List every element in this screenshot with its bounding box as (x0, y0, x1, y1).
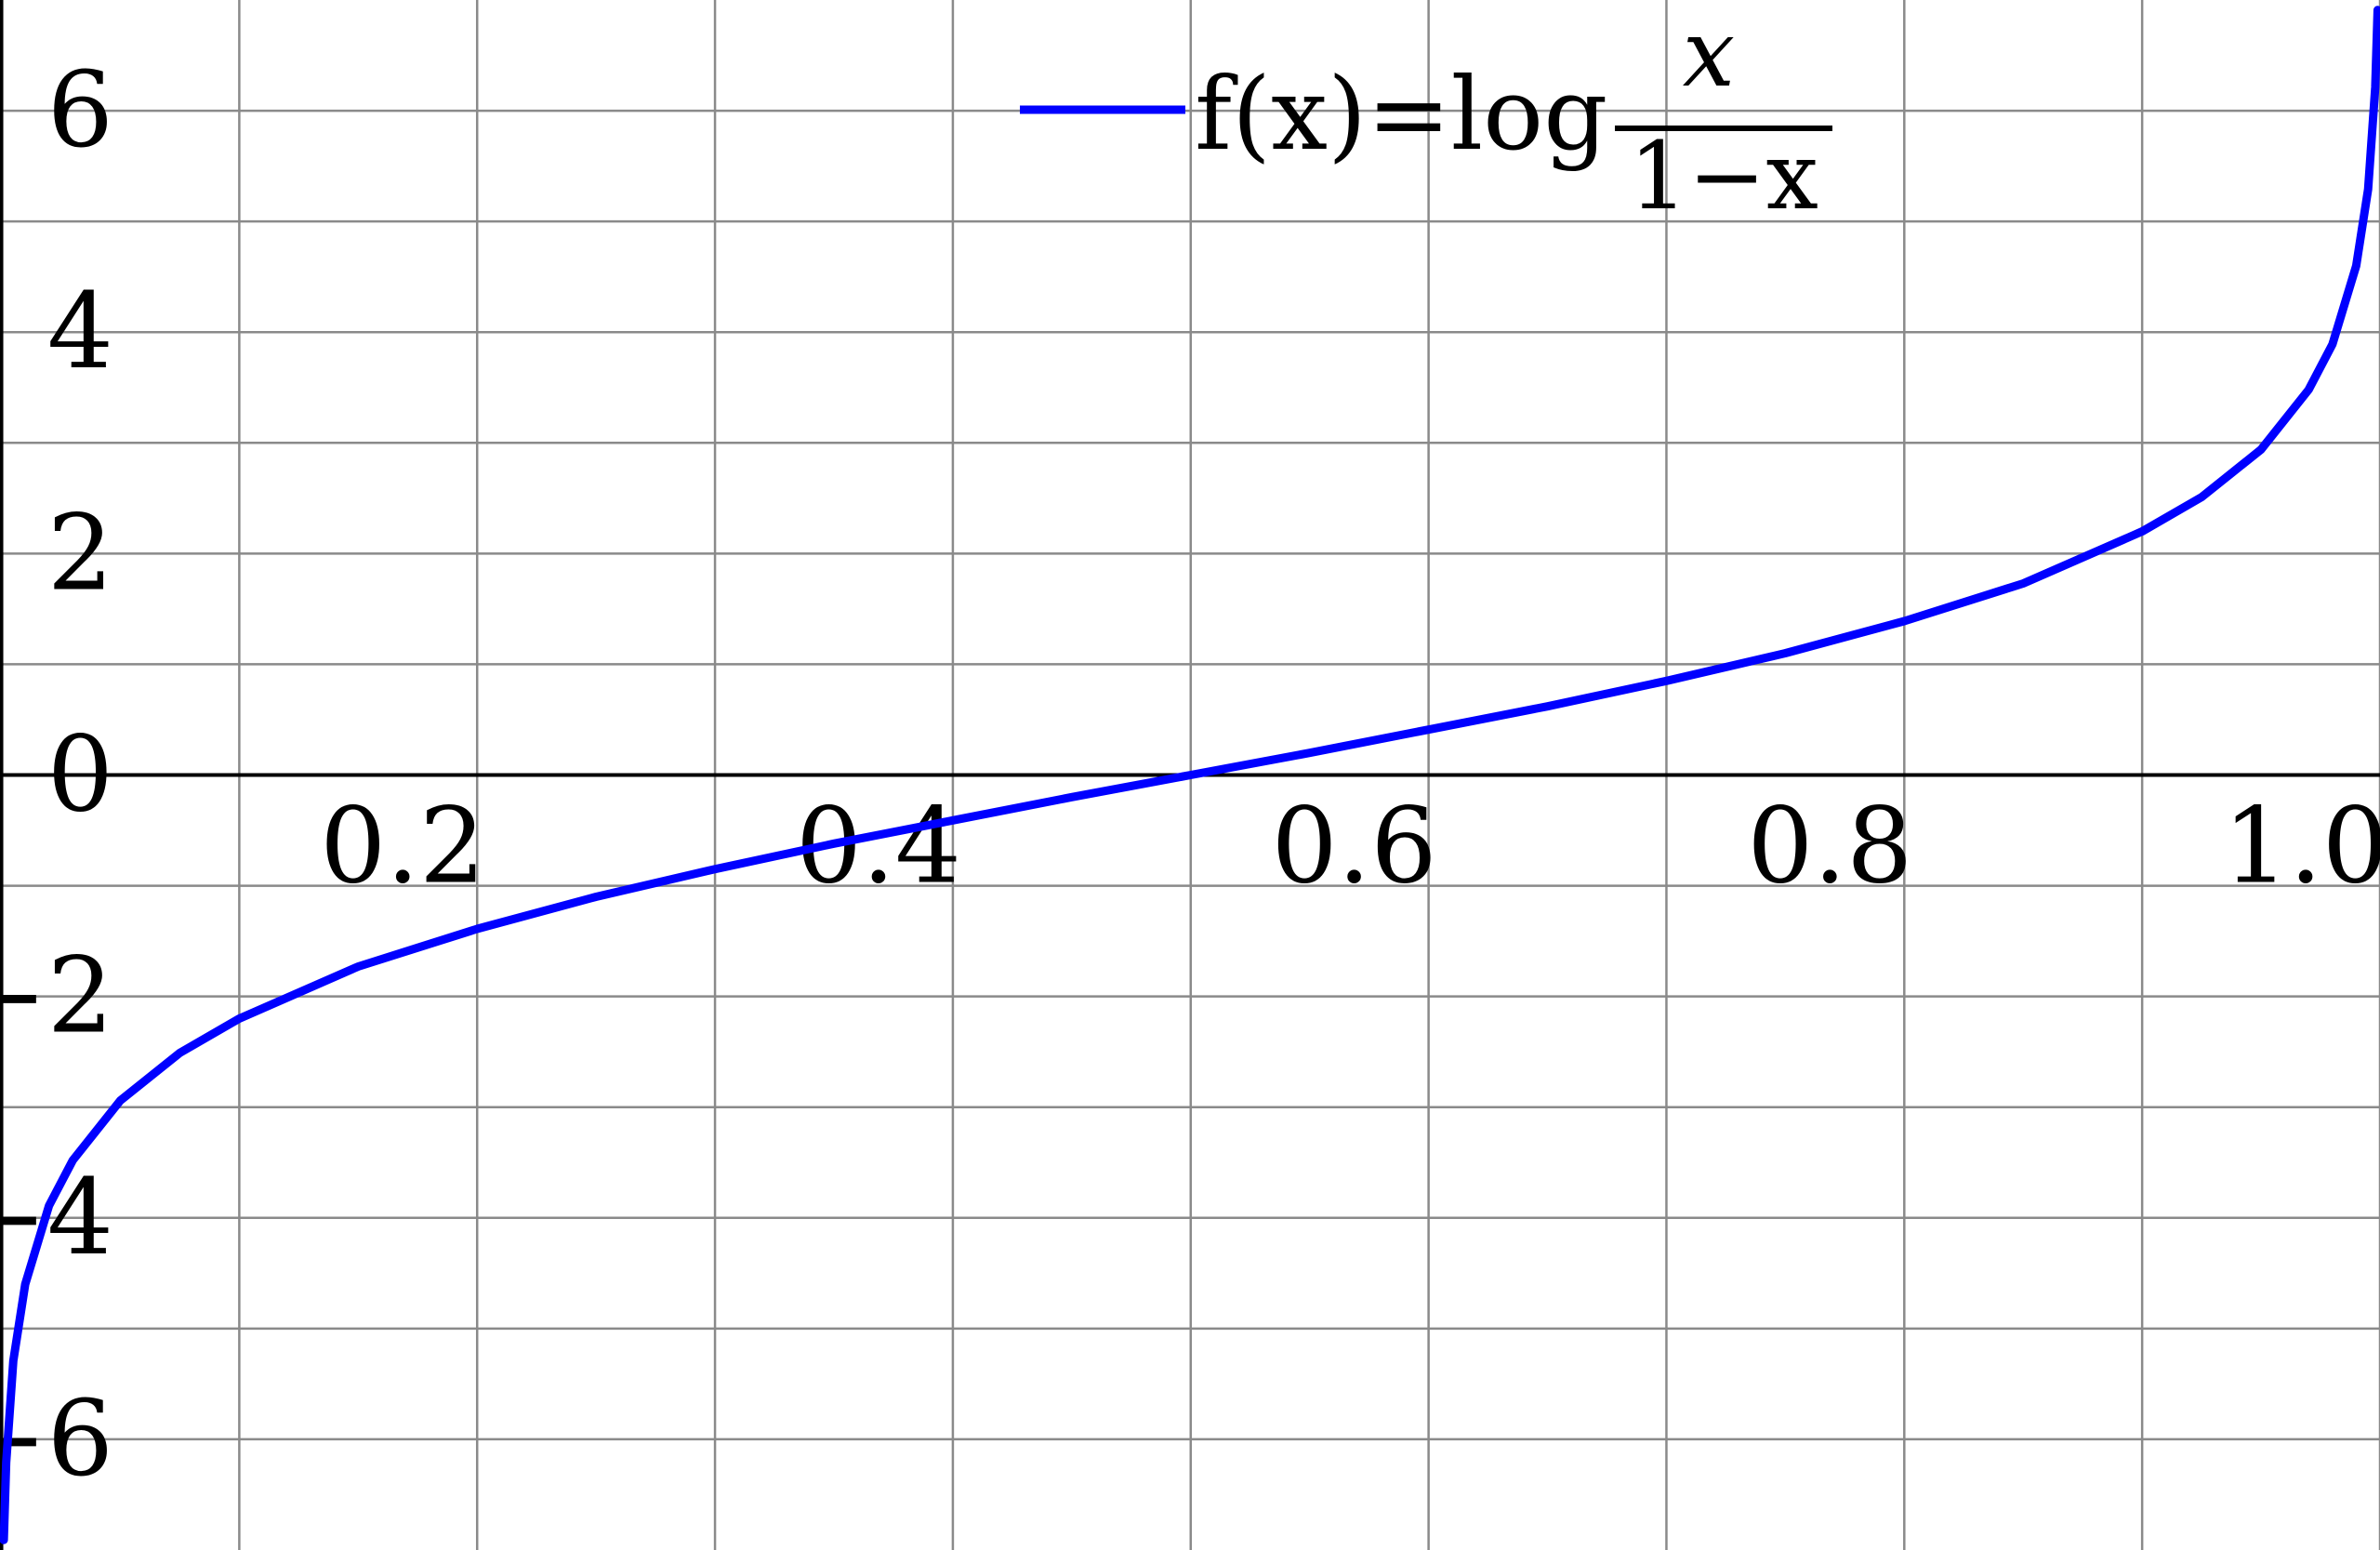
series-layer (0, 6, 2380, 1544)
x-tick-label: 0.2 (320, 787, 485, 907)
legend-prefix: f(x)=log (1195, 57, 1607, 173)
y-tick-label: 6 (47, 50, 113, 171)
x-tick-label: 0.8 (1747, 787, 1912, 907)
y-tick-label: −2 (0, 936, 113, 1057)
y-tick-label: 4 (47, 272, 113, 392)
legend-denominator: 1−x (1629, 122, 1818, 231)
y-tick-label: 2 (47, 493, 113, 614)
x-tick-label: 1.0 (2223, 787, 2380, 907)
y-tick-label: −6 (0, 1379, 113, 1500)
x-tick-label: 0.6 (1272, 787, 1437, 907)
legend: f(x)=log x 1−x (1020, 0, 1832, 231)
series-line (0, 6, 2380, 1544)
legend-numerator: x (1683, 0, 1735, 108)
y-tick-label: −4 (0, 1158, 113, 1278)
y-tick-label: 0 (47, 715, 113, 836)
